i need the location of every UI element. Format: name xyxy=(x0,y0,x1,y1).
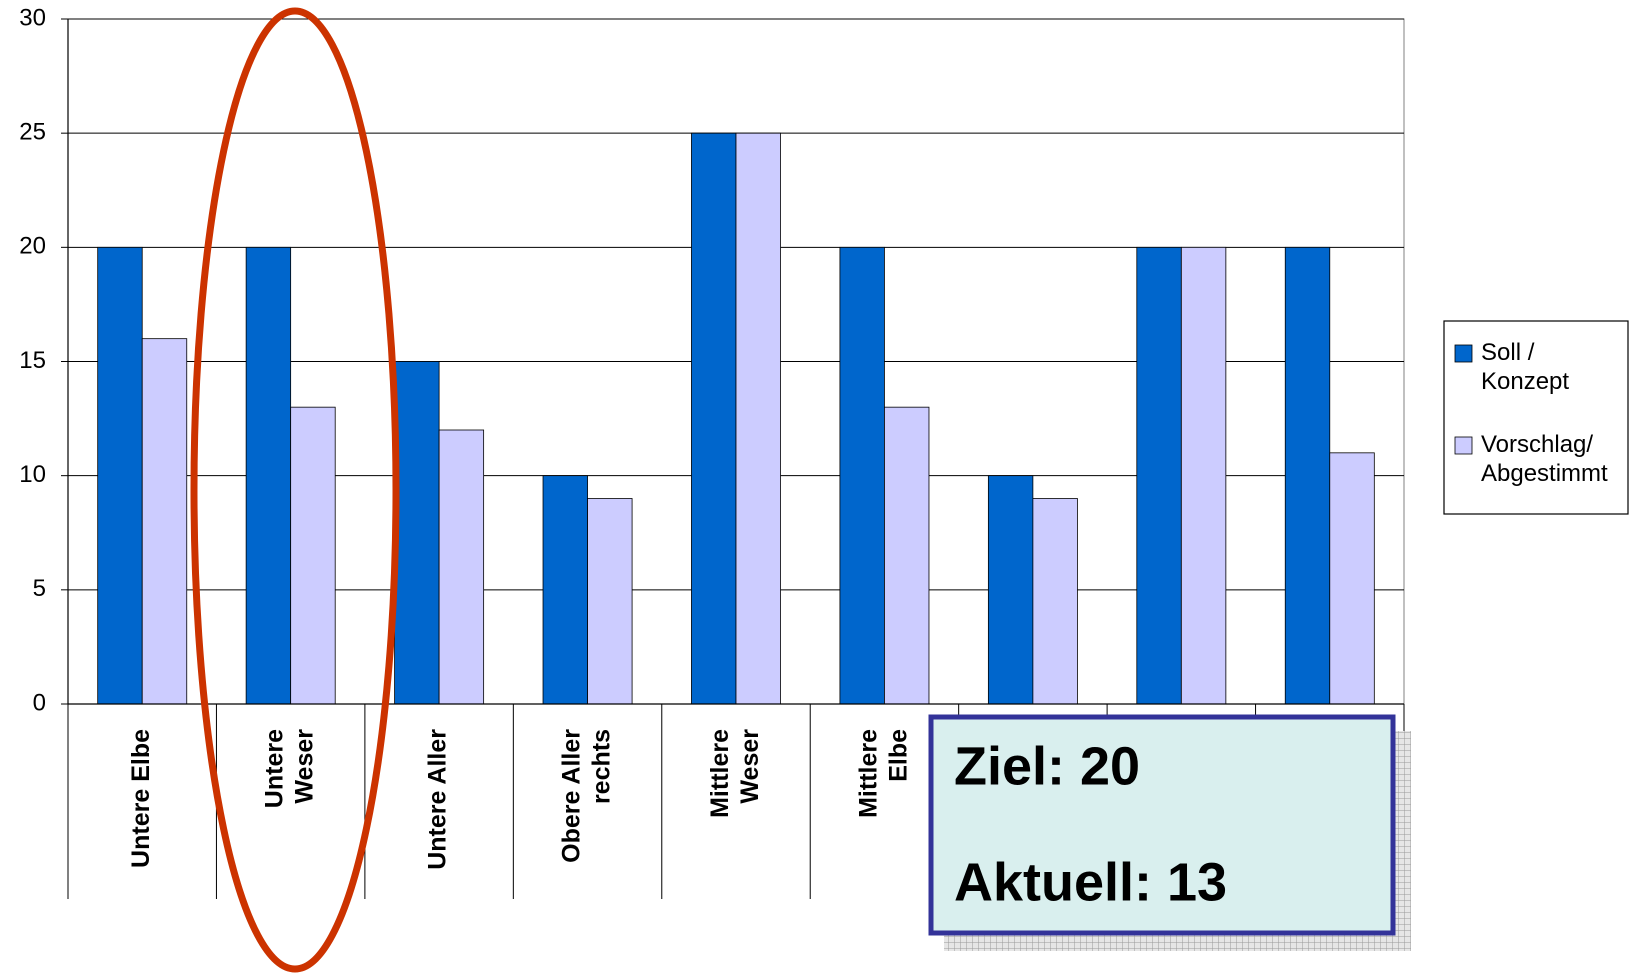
bar xyxy=(691,132,737,705)
bar xyxy=(987,475,1034,705)
bar xyxy=(97,246,143,705)
bar xyxy=(884,406,930,705)
bar xyxy=(394,361,440,705)
y-tick-label: 25 xyxy=(19,119,46,146)
x-tick-label: MittlereElbe xyxy=(854,729,912,818)
legend-swatch xyxy=(1454,436,1473,455)
x-tick-label: MittlereWeser xyxy=(706,729,764,818)
y-tick-label: 0 xyxy=(33,689,46,716)
bar xyxy=(542,475,588,705)
x-tick-group: UntereWeser xyxy=(260,729,318,808)
x-tick-group: MittlereWeser xyxy=(706,729,764,818)
legend-items: Soll / Konzept Vorschlag/Abgestimmt xyxy=(1454,339,1608,487)
bar xyxy=(290,406,336,705)
bar xyxy=(1136,246,1182,705)
y-tick-label: 10 xyxy=(19,461,46,488)
bar xyxy=(438,429,485,705)
x-tick-label: Untere Aller xyxy=(424,729,452,870)
y-tick-label: 15 xyxy=(19,347,46,374)
x-tick-group: MittlereElbe xyxy=(854,729,912,818)
plot-area: 0 5 10 15 20 25 30 Untere Elbe UntereWeser Untere… xyxy=(19,4,1405,899)
highlight-ellipse xyxy=(190,7,400,973)
x-tick-group: Untere Aller xyxy=(424,729,452,870)
annotation: Ziel: 20 Aktuell: 13 xyxy=(928,714,1411,951)
legend-label: Soll / Konzept xyxy=(1481,339,1569,395)
bar xyxy=(839,246,885,705)
y-tick-label: 30 xyxy=(19,4,46,31)
bar xyxy=(1180,246,1227,705)
x-tick-group: Obere Allerrechts xyxy=(557,729,615,863)
annotation-text: Aktuell: 13 xyxy=(954,852,1227,912)
y-tick-label: 5 xyxy=(33,575,46,602)
bar xyxy=(141,338,188,705)
bar xyxy=(245,246,292,705)
bar xyxy=(587,498,633,705)
x-tick-group: Untere Elbe xyxy=(127,729,155,868)
x-tick-label: Obere Allerrechts xyxy=(557,729,615,863)
annotation-box xyxy=(928,714,1396,936)
x-tick-label: Untere Elbe xyxy=(127,729,155,868)
bar xyxy=(1032,498,1078,705)
y-tick-label: 20 xyxy=(19,233,46,260)
bar xyxy=(735,132,781,705)
bar xyxy=(1284,246,1331,705)
legend-label: Vorschlag/Abgestimmt xyxy=(1481,431,1608,487)
legend-box xyxy=(1443,320,1629,515)
bar xyxy=(1329,452,1375,705)
legend: Soll / Konzept Vorschlag/Abgestimmt xyxy=(1443,320,1629,515)
annotation-text: Ziel: 20 xyxy=(954,736,1140,796)
x-tick-label: UntereWeser xyxy=(260,729,318,808)
legend-swatch xyxy=(1454,344,1473,363)
